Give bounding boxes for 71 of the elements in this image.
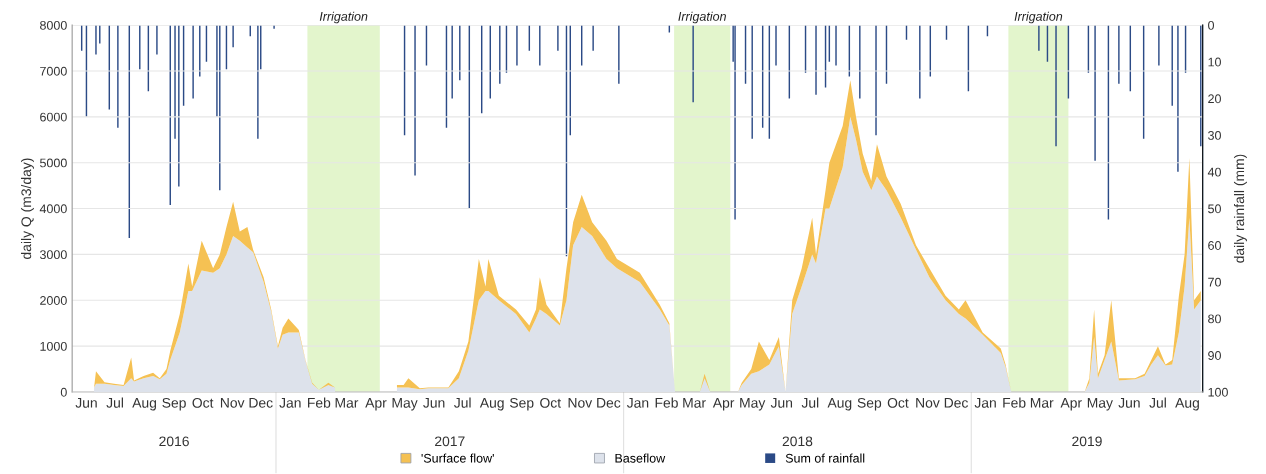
x-tick-label: Apr [365,398,387,411]
x-tick-label: Jan [974,398,996,408]
y-tick-label: 1000 [40,341,67,351]
x-tick-label: Jun [770,398,793,408]
x-tick-label: Nov [916,398,940,408]
x-tick-label: Aug [827,398,852,411]
x-tick-label: Aug [132,398,157,411]
y2-axis-title: daily rainfall (mm) [1233,154,1247,263]
x-tick-label: May [1087,398,1113,411]
x-tick-label: Nov [568,398,593,408]
band-label: Irrigation [678,11,726,24]
y2-tick-label: 100 [1208,387,1228,397]
text: 2019 [1072,436,1102,447]
legend-label: Baseflow [615,453,666,463]
x-tick-label: Jul [454,397,471,408]
x-tick-label: May [392,398,418,411]
legend-label: Sum of rainfall [785,453,865,463]
y-tick-label: 5000 [40,158,67,168]
x-tick-label: Nov [220,398,245,408]
y2-tick-label: 10 [1208,57,1221,67]
x-tick-label: Jan [279,398,301,408]
y-tick-label: 2000 [40,296,67,305]
y-tick-label: 4000 [39,204,67,214]
x-tick-label: Aug [479,398,504,411]
x-tick-label: Sep [509,397,534,411]
x-tick-label: Sep [857,397,882,411]
y-tick-label: 6000 [40,112,67,122]
y2-tick-label: 0 [1208,20,1215,30]
x-tick-label: Oct [887,397,909,408]
x-tick-label: Dec [944,398,968,408]
y-tick-label: 7000 [40,66,67,76]
y-axis-title: daily Q (m3/day) [20,158,34,259]
x-tick-label: Feb [1003,397,1026,408]
y2-tick-label: 90 [1208,351,1221,360]
y2-tick-label: 80 [1208,314,1221,324]
x-tick-label: Feb [308,397,331,408]
legend-label: 'Surface flow' [421,453,494,463]
y-tick-label: 0 [60,387,67,397]
x-tick-label: Jun [75,398,97,408]
x-tick-label: Mar [1030,398,1054,408]
y2-tick-label: 40 [1207,167,1221,177]
text: 2017 [435,436,465,447]
y2-tick-label: 30 [1208,130,1221,140]
x-tick-label: Jul [801,397,819,408]
y2-tick-label: 70 [1208,277,1221,287]
text: 2016 [159,436,189,447]
x-tick-label: Dec [597,398,621,408]
y-tick-label: 8000 [40,20,67,30]
x-tick-label: Jul [1149,397,1166,408]
x-tick-label: Apr [1060,398,1082,411]
band-label: Irrigation [1014,11,1063,24]
x-tick-label: Oct [192,397,214,408]
x-tick-label: Mar [335,398,359,408]
x-tick-label: Aug [1175,398,1199,411]
text: 2018 [782,436,813,447]
x-tick-label: Dec [249,398,273,408]
y-tick-label: 3000 [39,250,67,260]
y2-tick-label: 20 [1208,94,1221,104]
x-tick-label: Apr [712,398,735,411]
x-tick-label: Mar [683,398,706,408]
x-tick-label: Jun [1118,398,1140,408]
x-tick-label: Jan [626,398,649,408]
y2-tick-label: 60 [1208,241,1221,250]
x-tick-label: Sep [162,397,186,411]
x-tick-label: Feb [655,397,678,408]
x-tick-label: Jun [423,398,445,408]
x-tick-label: May [740,398,766,411]
x-tick-label: Jul [106,397,123,408]
y2-tick-label: 50 [1208,204,1221,214]
x-tick-label: Oct [540,397,561,408]
band-label: Irrigation [319,11,368,24]
